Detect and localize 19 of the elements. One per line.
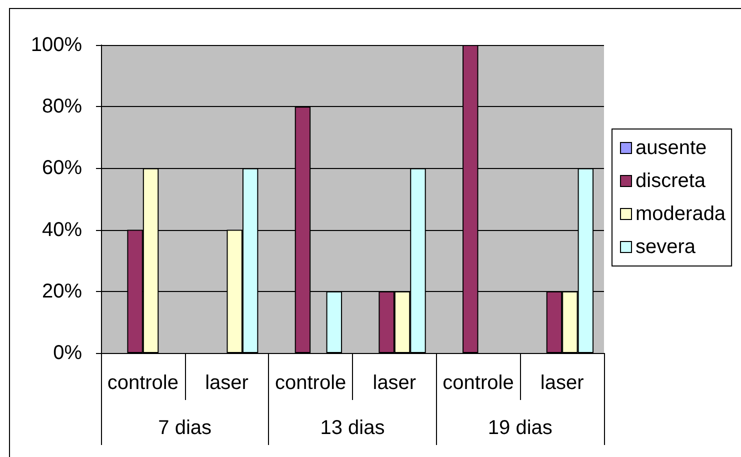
y-tick-label: 100%: [30, 34, 82, 56]
text: 7 dias: [158, 417, 212, 439]
y-tick-label: 20%: [42, 280, 82, 302]
x-tick-label: controle: [107, 372, 178, 394]
y-tick-label: 40%: [42, 218, 82, 241]
x-tick-label: laser: [205, 372, 249, 394]
text: 19 dias: [488, 417, 552, 439]
x-tick-label: laser: [540, 372, 584, 394]
legend-label: discreta: [636, 170, 706, 192]
x-tick-label: controle: [442, 372, 514, 394]
text: 13 dias: [320, 417, 385, 439]
legend-label: ausente: [636, 137, 707, 159]
legend-label: moderada: [636, 203, 726, 225]
legend-label: severa: [636, 236, 696, 258]
y-tick-label: 0%: [53, 342, 82, 364]
x-tick-label: laser: [372, 372, 416, 394]
x-tick-label: controle: [275, 372, 346, 394]
y-tick-label: 60%: [42, 157, 82, 180]
y-tick-label: 80%: [42, 96, 82, 118]
